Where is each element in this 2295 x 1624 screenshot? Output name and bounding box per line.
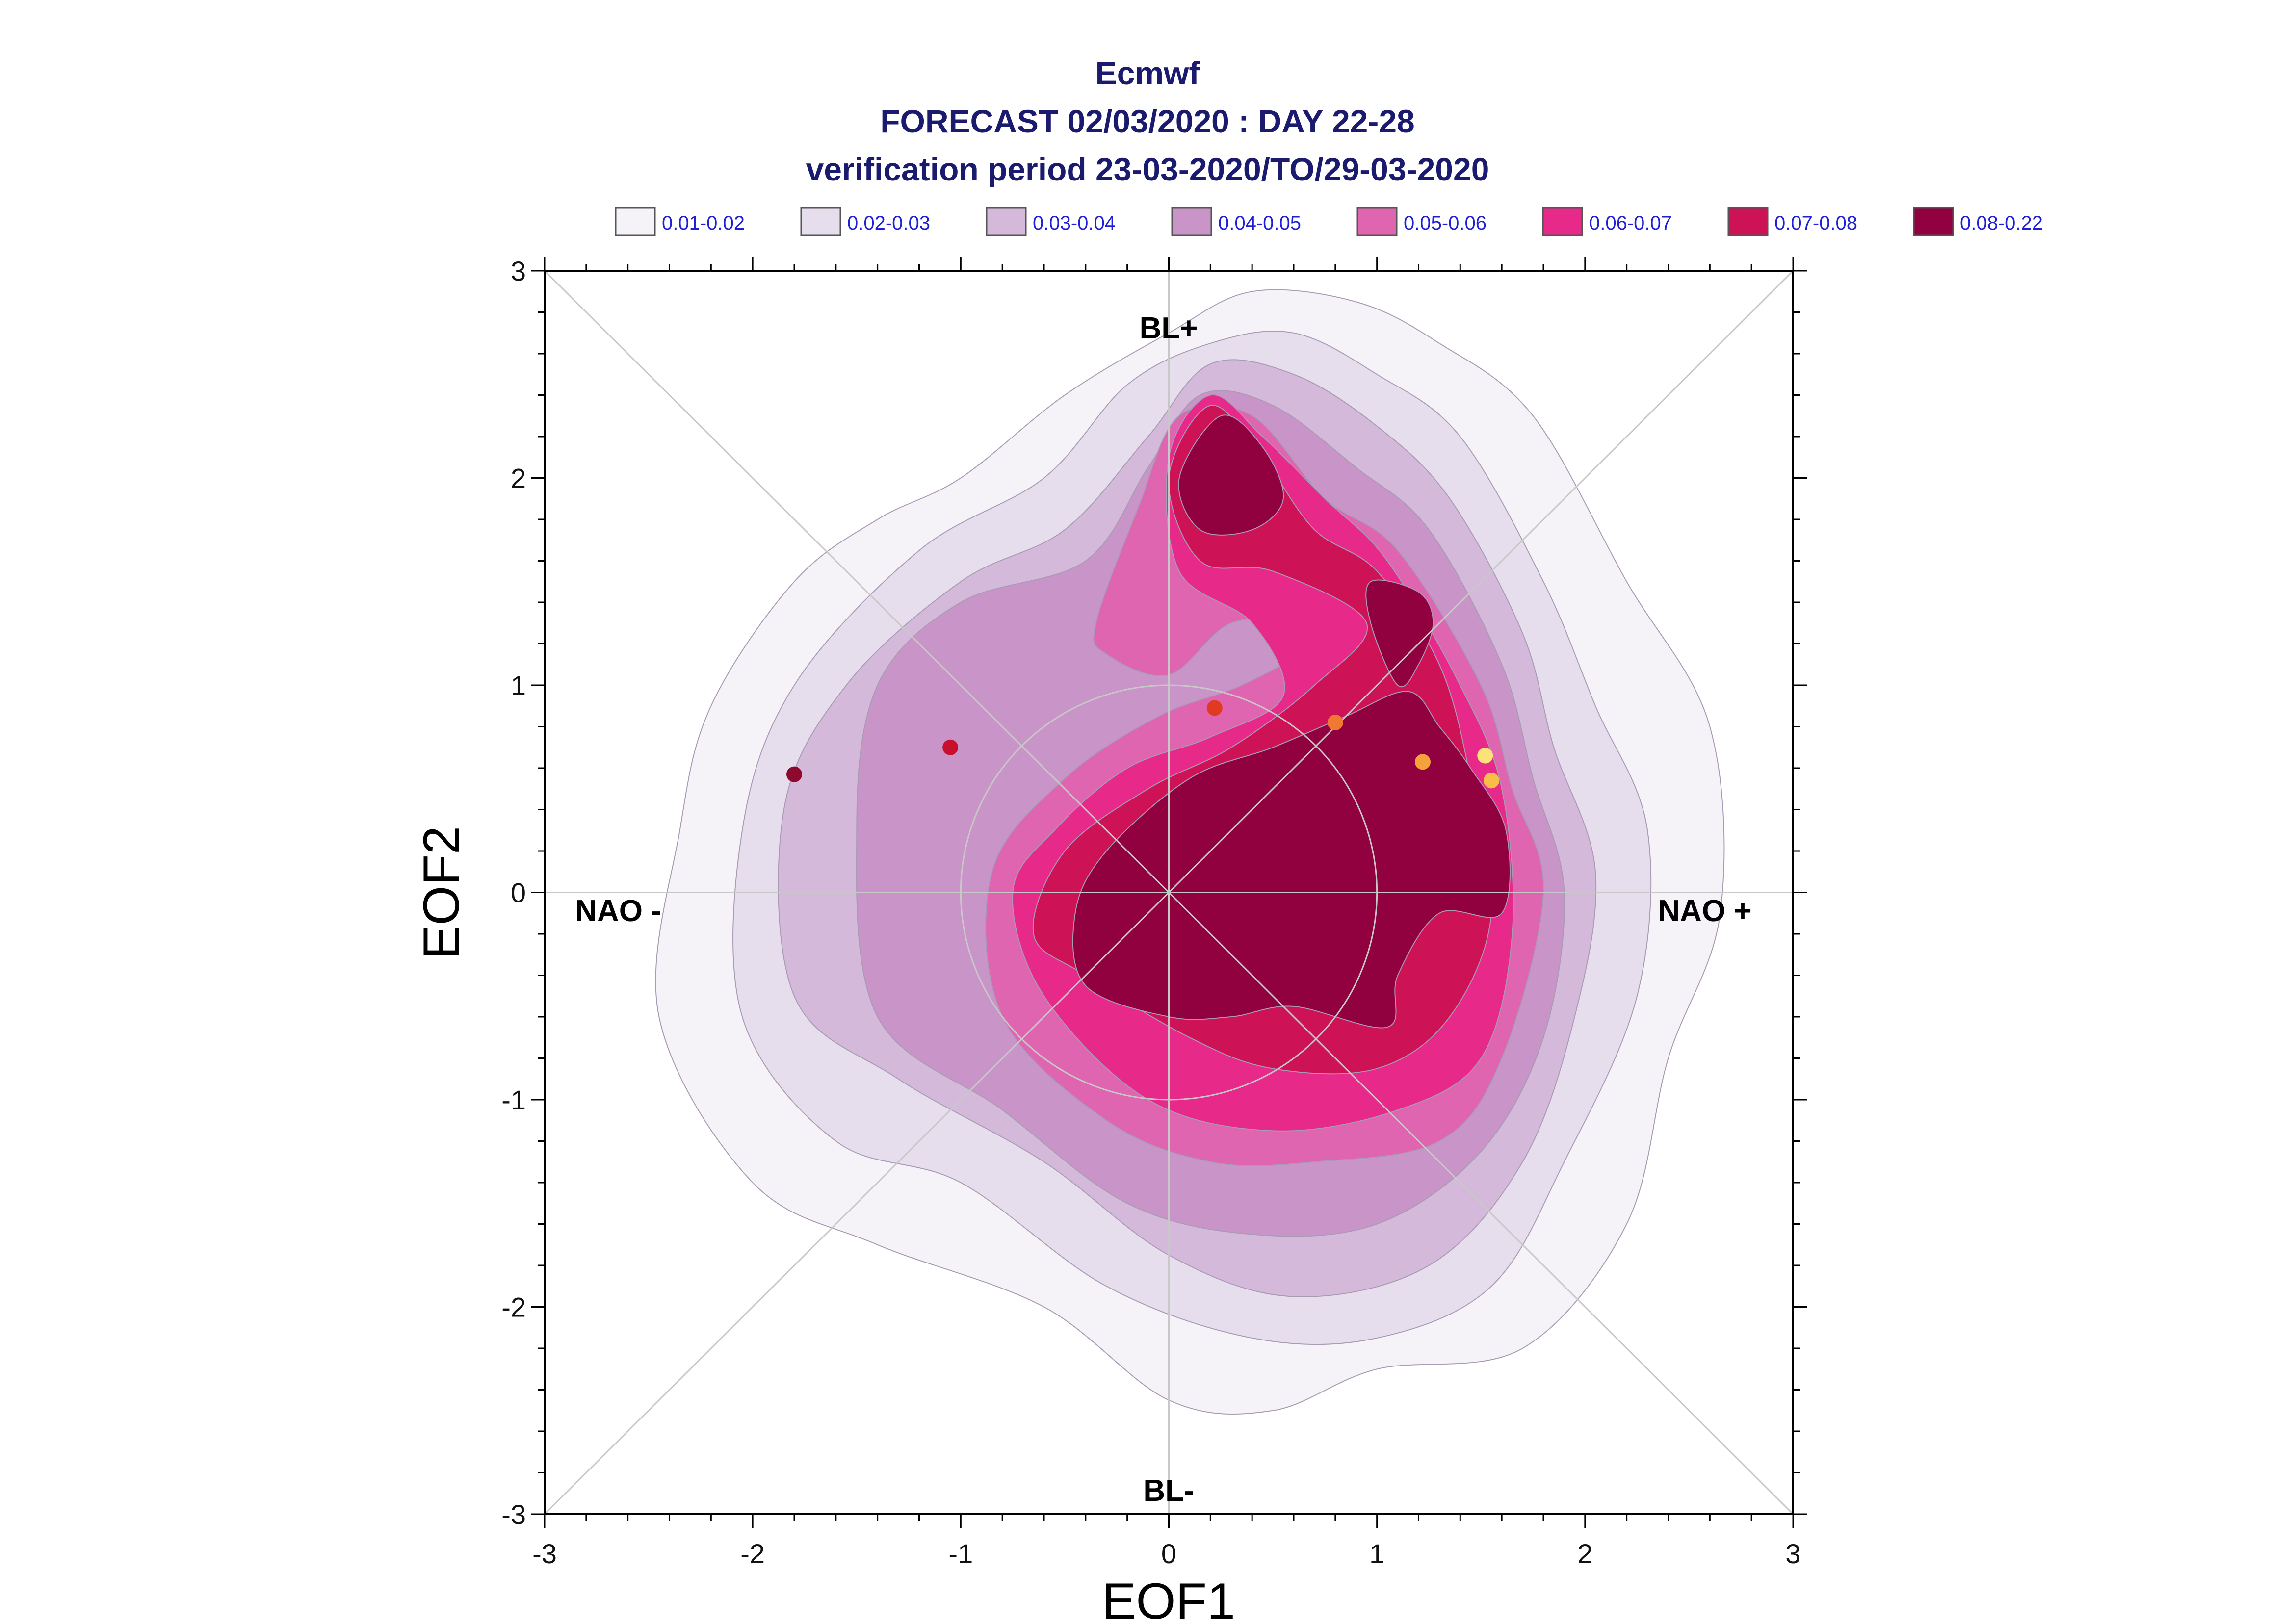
density-contour-9 [1365,579,1434,688]
data-point-2 [942,739,959,755]
legend-swatch-8 [1913,207,1954,236]
data-points [786,700,1499,789]
legend-label-1: 0.01-0.02 [662,212,745,234]
legend-swatch-4 [1171,207,1212,236]
x-tick-label: 1 [1369,1538,1384,1569]
y-tick-label: -1 [501,1084,526,1115]
legend-swatch-1 [615,207,656,236]
density-contours [655,289,1725,1415]
regime-label-bl-minus: BL- [1143,1474,1194,1508]
regime-label-nao-minus: NAO - [575,894,661,928]
legend-label-8: 0.08-0.22 [1960,212,2043,234]
data-point-1 [786,766,802,782]
data-point-5 [1414,754,1431,770]
data-point-3 [1206,700,1223,716]
chart-title: Ecmwf FORECAST 02/03/2020 : DAY 22-28 ve… [806,55,1489,187]
legend-swatch-7 [1727,207,1769,236]
legend: 0.01-0.02 0.02-0.03 0.03-0.04 0.04-0.05 0.05… [615,207,2043,236]
title-line-2: FORECAST 02/03/2020 : DAY 22-28 [880,103,1415,139]
legend-label-5: 0.05-0.06 [1404,212,1487,234]
data-point-6 [1477,748,1493,764]
legend-swatch-2 [800,207,841,236]
regime-label-bl-plus: BL+ [1140,311,1198,345]
axis-ticks: -3 -2 -1 0 1 2 3 -3 -2 -1 0 1 2 3 [501,256,1807,1569]
x-tick-label: 0 [1161,1538,1176,1569]
y-tick-label: -2 [501,1292,526,1323]
title-line-1: Ecmwf [1095,55,1200,91]
legend-label-2: 0.02-0.03 [847,212,930,234]
x-tick-label: 3 [1785,1538,1800,1569]
x-tick-label: 2 [1577,1538,1592,1569]
legend-swatch-6 [1542,207,1583,236]
diagonal-line-2 [544,270,1794,1515]
y-axis-label: EOF2 [413,826,470,959]
y-tick-label: -3 [501,1499,526,1530]
x-tick-label: -3 [532,1538,557,1569]
legend-swatch-5 [1356,207,1398,236]
density-contour-10 [1072,691,1511,1029]
legend-swatch-3 [986,207,1027,236]
y-tick-label: 0 [511,877,526,908]
unit-circle [960,684,1378,1101]
y-tick-label: 3 [511,256,526,286]
legend-label-7: 0.07-0.08 [1774,212,1857,234]
regime-labels: BL+ BL- NAO - NAO + [575,311,1751,1508]
data-point-4 [1327,715,1343,731]
y-tick-label: 2 [511,463,526,494]
regime-label-nao-plus: NAO + [1658,894,1751,928]
x-axis-label: EOF1 [1102,1573,1235,1624]
x-tick-label: -1 [948,1538,973,1569]
x-tick-label: -2 [740,1538,765,1569]
legend-label-4: 0.04-0.05 [1218,212,1301,234]
title-line-3: verification period 23-03-2020/TO/29-03-… [806,151,1489,187]
plot-area: -3 -2 -1 0 1 2 3 -3 -2 -1 0 1 2 3 [501,256,1807,1569]
legend-label-3: 0.03-0.04 [1033,212,1116,234]
reference-lines [544,270,1794,1515]
legend-label-6: 0.06-0.07 [1589,212,1672,234]
y-tick-label: 1 [511,670,526,701]
density-contour-8 [1178,414,1284,536]
data-point-7 [1483,773,1499,789]
